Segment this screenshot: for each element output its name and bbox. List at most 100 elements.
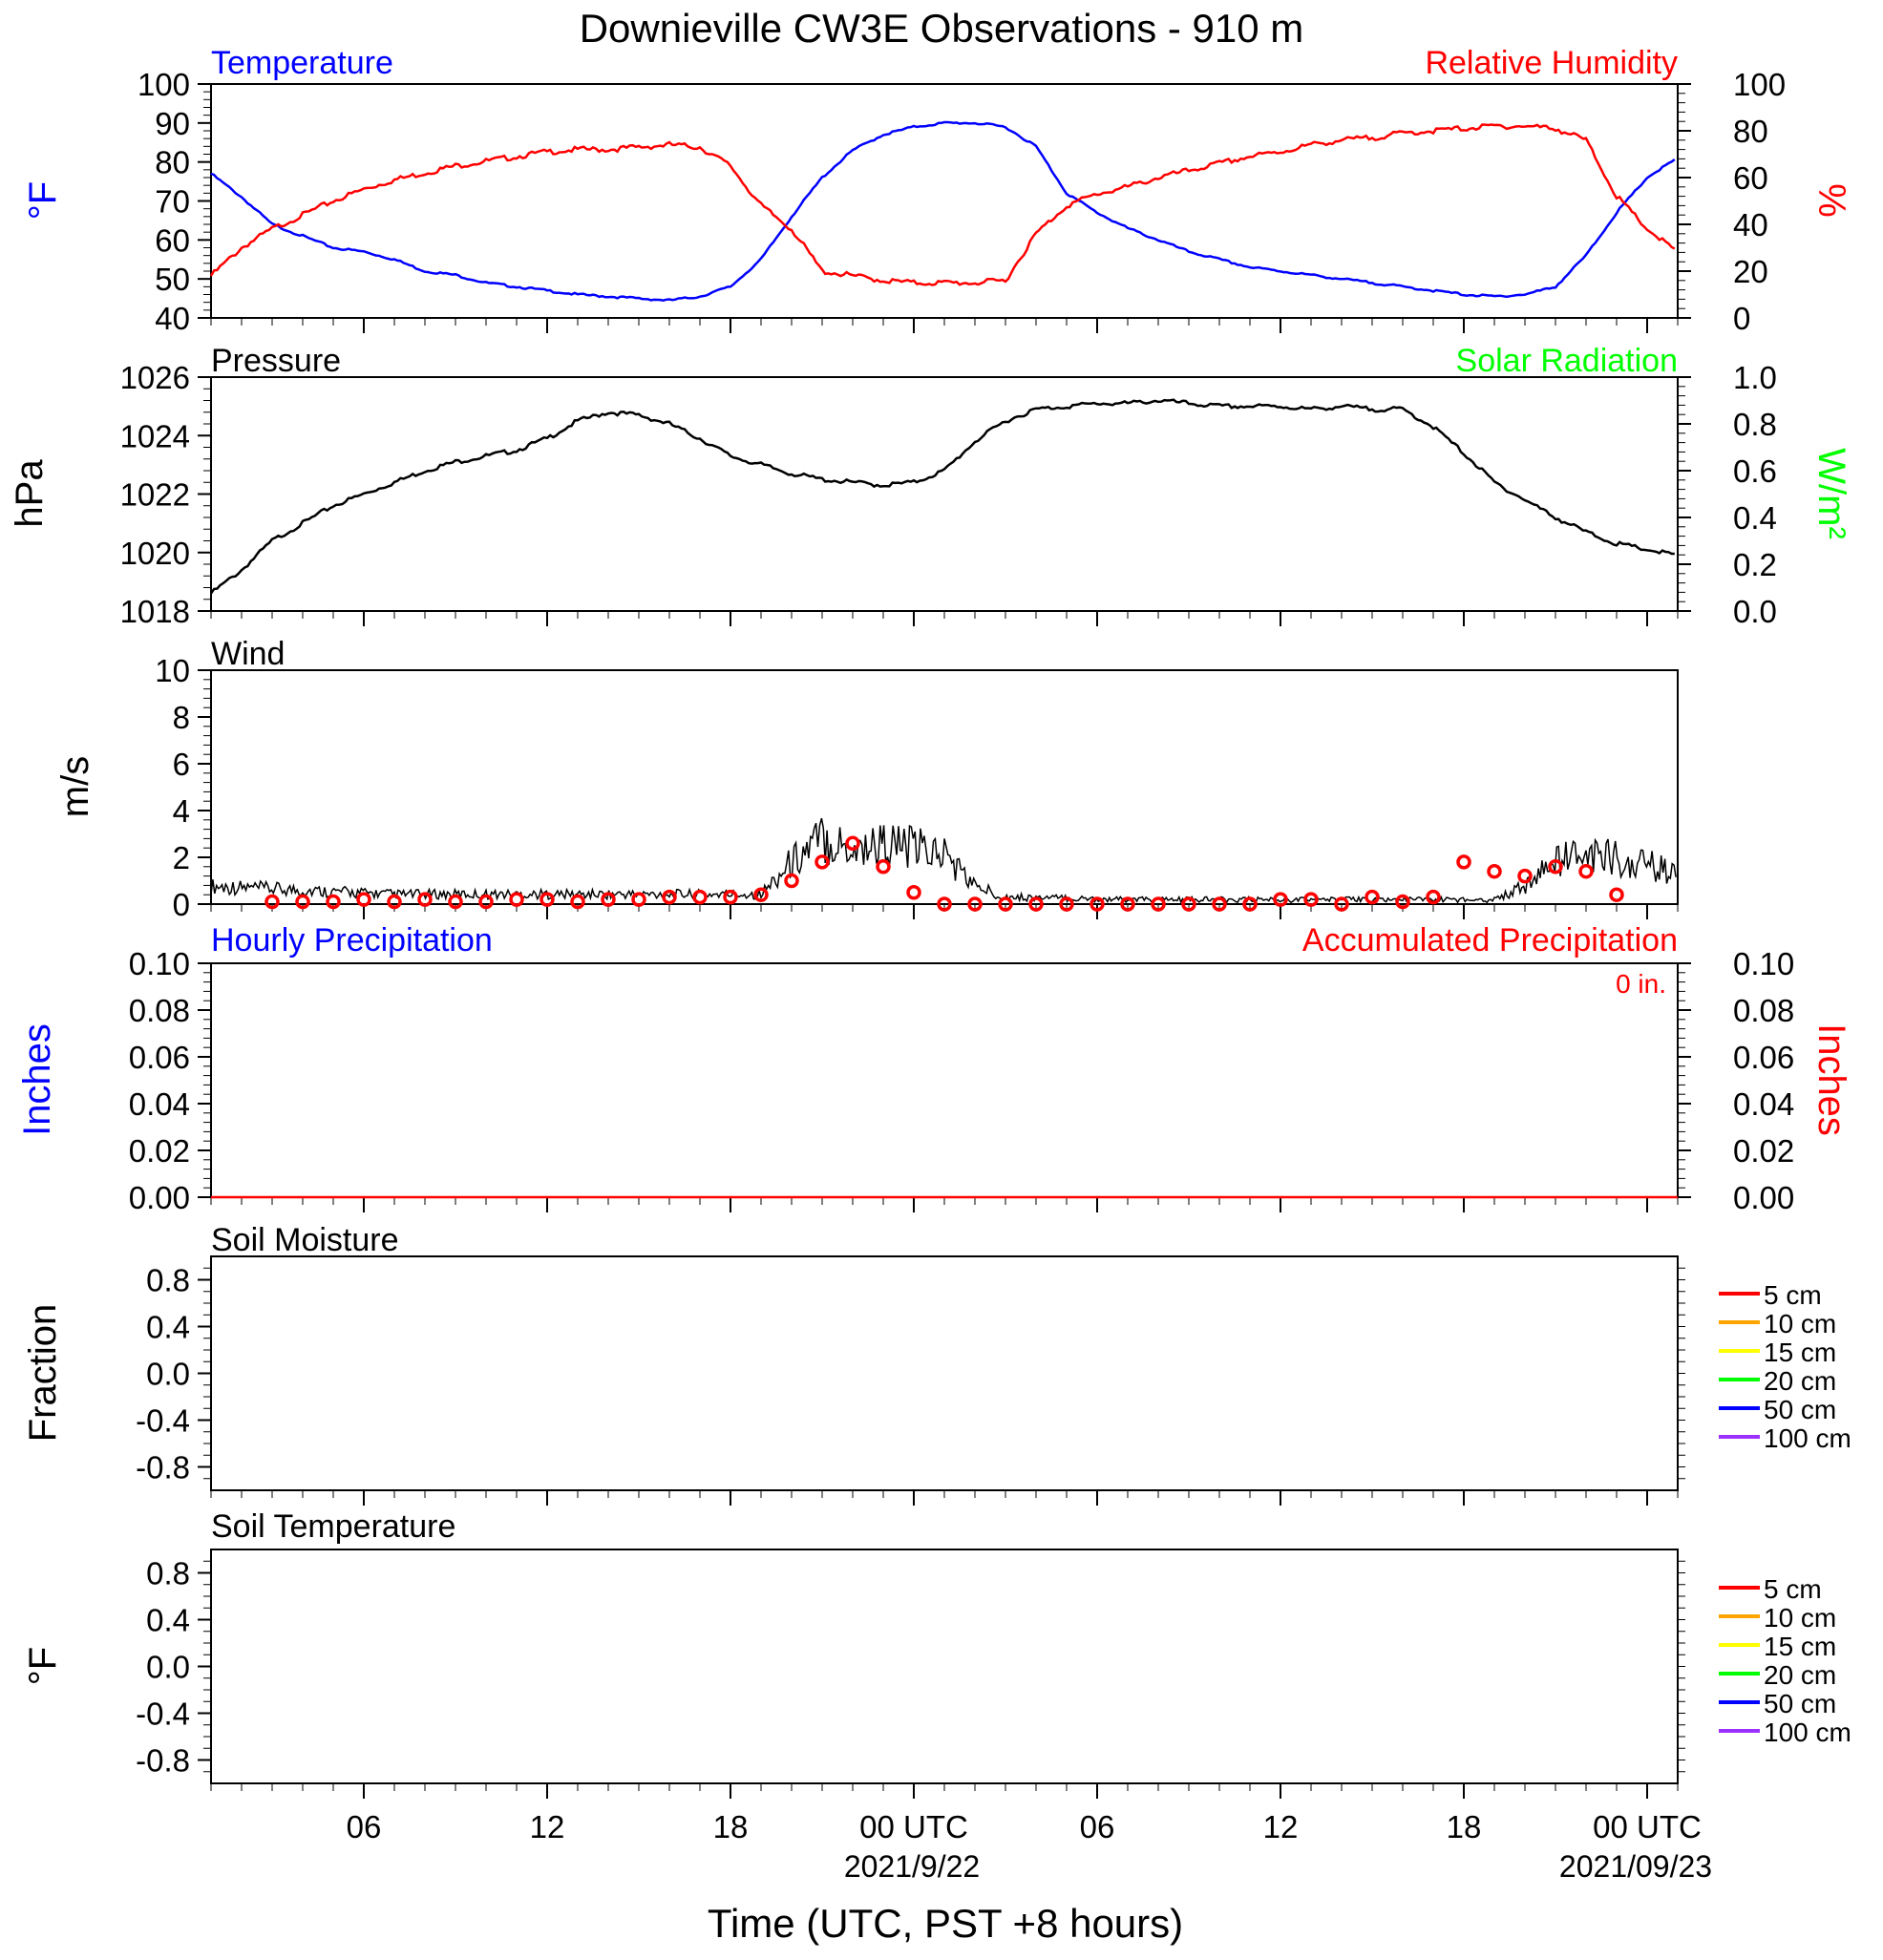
wind-hourly-marker [326,894,341,910]
wind-hourly-marker [387,894,402,910]
wind-hourly-marker [1548,859,1563,875]
legend-label: 10 cm [1764,1309,1836,1338]
x-tick-label: 12 [530,1809,565,1844]
panel-precip-frame [210,962,1679,1198]
soil-tick-label: 0.4 [146,1603,190,1638]
legend-label: 5 cm [1764,1280,1822,1310]
wind-hourly-marker [1365,889,1380,905]
legend-label: 50 cm [1764,1689,1836,1718]
soil-tick-label: -0.8 [136,1450,190,1486]
solar-tick-label: 0.0 [1733,594,1777,629]
temp-unit: °F [22,181,64,220]
x-date-1: 2021/9/22 [844,1849,980,1884]
legend-label: 20 cm [1764,1660,1836,1690]
wind-hourly-marker [601,892,616,907]
solar-tick-label: 1.0 [1733,360,1777,395]
soil-temp-title: Soil Temperature [211,1508,455,1545]
temperature-line [210,120,1676,302]
legend-label: 15 cm [1764,1338,1836,1367]
humidity-tick-label: 40 [1733,207,1768,242]
precip-right-tick-label: 0.10 [1733,946,1794,981]
soil-tick-label: -0.4 [136,1697,190,1732]
soil-moisture-title: Soil Moisture [211,1222,399,1258]
wind-hourly-marker [1517,868,1533,884]
precip-left-tick-label: 0.10 [129,946,190,981]
precip-right-tick-label: 0.02 [1733,1133,1794,1169]
pressure-title: Pressure [211,343,341,379]
solar-tick-label: 0.8 [1733,407,1777,442]
wind-speed-line [210,817,1677,904]
wind-hourly-marker [1334,896,1349,912]
x-tick-label: 00 UTC [859,1809,968,1844]
legend-label: 15 cm [1764,1632,1836,1661]
precip-right-unit: Inches [1810,1023,1852,1136]
wind-hourly-marker [570,894,585,910]
wind-tick-label: 2 [173,840,190,875]
precip-right-tick-label: 0.08 [1733,993,1794,1028]
precip-total-label: 0 in. [1616,969,1666,999]
wind-hourly-marker [540,892,555,907]
pressure-tick-label: 1026 [120,360,190,395]
temp-tick-label: 90 [155,106,190,141]
panel-soil-temp-frame [210,1549,1679,1784]
precip-left-tick-label: 0.06 [129,1040,190,1075]
precip-right-tick-label: 0.00 [1733,1180,1794,1215]
wind-hourly-marker [998,896,1013,912]
soil-tick-label: 0.0 [146,1357,190,1392]
precip-left-tick-label: 0.04 [129,1086,190,1122]
pressure-tick-label: 1024 [120,418,190,453]
wind-hourly-marker [478,894,494,910]
x-tick-label: 06 [1080,1809,1115,1844]
solar-title: Solar Radiation [1456,343,1678,379]
wind-hourly-marker [295,894,310,910]
wind-hourly-marker [1456,854,1471,870]
legend-label: 20 cm [1764,1366,1836,1396]
solar-tick-label: 0.6 [1733,453,1777,489]
temp-tick-label: 70 [155,184,190,220]
x-tick-label: 18 [1447,1809,1482,1844]
wind-tick-label: 8 [173,700,190,735]
wind-hourly-marker [845,835,860,852]
soil-tick-label: 0.8 [146,1263,190,1298]
pressure-tick-label: 1018 [120,594,190,629]
legend-label: 50 cm [1764,1395,1836,1424]
soil-tick-label: -0.8 [136,1743,190,1779]
soil-temp-unit: °F [22,1647,64,1685]
humidity-title: Relative Humidity [1425,45,1678,81]
wind-tick-label: 0 [173,887,190,922]
wind-hourly-marker [1090,896,1105,912]
wind-hourly-marker [937,896,952,912]
wind-hourly-marker [1609,887,1624,902]
soil-tick-label: -0.4 [136,1403,190,1439]
wind-hourly-marker [1028,896,1044,912]
wind-hourly-marker [815,854,830,870]
wind-hourly-marker [1151,896,1166,912]
soil-moisture-unit: Fraction [22,1304,64,1443]
panel-temp-rh-frame [210,83,1679,319]
legend-label: 100 cm [1764,1718,1851,1747]
wind-hourly-marker [1120,896,1135,912]
wind-hourly-marker [448,894,463,910]
legend-label: 100 cm [1764,1423,1851,1453]
wind-tick-label: 4 [173,793,190,829]
x-tick-label: 18 [713,1809,749,1844]
panel-wind-frame [210,669,1679,905]
wind-hourly-marker [876,859,891,875]
humidity-unit: % [1810,183,1852,218]
legend-label: 10 cm [1764,1603,1836,1633]
humidity-tick-label: 60 [1733,160,1768,196]
wind-title: Wind [211,636,285,672]
precip-left-unit: Inches [16,1023,58,1136]
wind-hourly-marker [1242,896,1258,912]
precip-right-tick-label: 0.04 [1733,1086,1794,1122]
wind-hourly-marker [1273,892,1288,907]
wind-hourly-marker [662,889,677,905]
temp-tick-label: 60 [155,222,190,258]
humidity-tick-label: 0 [1733,301,1750,336]
humidity-tick-label: 20 [1733,254,1768,289]
wind-hourly-marker [753,887,769,902]
wind-hourly-marker [906,885,921,900]
solar-tick-label: 0.2 [1733,547,1777,582]
temp-tick-label: 100 [138,67,190,102]
soil-tick-label: 0.4 [146,1310,190,1345]
